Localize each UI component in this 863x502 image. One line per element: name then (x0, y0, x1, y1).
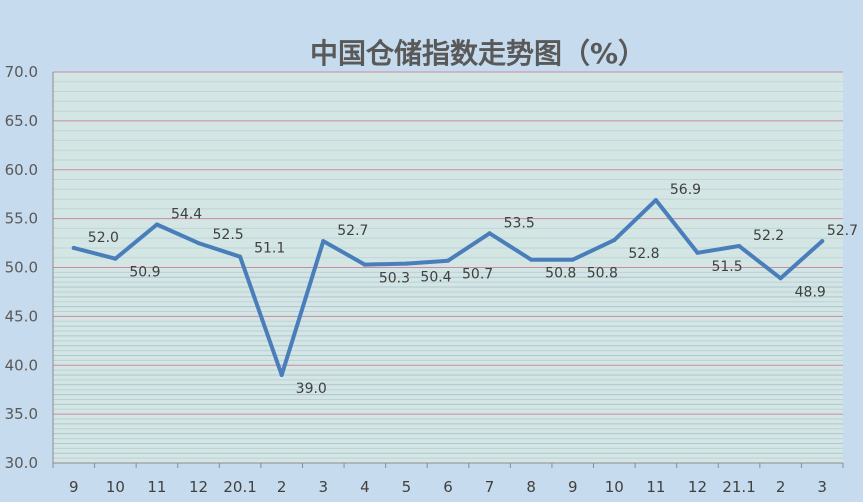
data-point (570, 257, 575, 262)
x-tick-label: 2 (277, 478, 287, 496)
x-tick-label: 2 (776, 478, 786, 496)
y-tick-label: 50.0 (5, 259, 38, 277)
data-label: 51.1 (254, 241, 285, 257)
data-point (238, 254, 243, 259)
series-line (71, 198, 825, 378)
y-axis-ticks: 30.0 35.0 40.0 45.0 50.0 55.0 60.0 65.0 70.0 (5, 63, 38, 472)
y-tick-label: 35.0 (5, 405, 38, 423)
data-point (321, 239, 326, 244)
x-tick-label: 10 (106, 478, 125, 496)
axes (52, 72, 844, 468)
data-point (279, 373, 284, 378)
x-tick-label: 11 (147, 478, 166, 496)
data-label: 50.8 (587, 266, 618, 282)
x-tick-label: 3 (318, 478, 328, 496)
data-label: 52.5 (213, 227, 244, 243)
data-label: 52.7 (827, 223, 858, 239)
x-tick-label: 21.1 (722, 478, 755, 496)
data-label: 50.4 (420, 270, 451, 286)
data-label: 48.9 (795, 284, 826, 300)
y-tick-label: 55.0 (5, 210, 38, 228)
data-point (113, 256, 118, 261)
data-labels: 52.0 50.9 54.4 52.5 51.1 39.0 52.7 50.3 50.4 50.7… (88, 182, 858, 397)
x-tick-label: 7 (485, 478, 495, 496)
x-tick-label: 3 (817, 478, 827, 496)
y-tick-label: 40.0 (5, 356, 38, 374)
data-point (612, 238, 617, 243)
data-point (154, 222, 159, 227)
data-label: 52.0 (88, 230, 119, 246)
x-tick-label: 9 (69, 478, 79, 496)
data-label: 50.9 (129, 265, 160, 281)
y-tick-label: 70.0 (5, 63, 38, 81)
data-label: 56.9 (670, 182, 701, 198)
data-label: 50.7 (462, 267, 493, 283)
major-gridlines (53, 71, 843, 415)
x-tick-label: 6 (443, 478, 453, 496)
chart-title: 中国仓储指数走势图（%） (310, 37, 646, 70)
x-tick-label: 4 (360, 478, 370, 496)
data-label: 52.2 (753, 228, 784, 244)
data-label: 50.3 (379, 271, 410, 287)
y-tick-label: 65.0 (5, 112, 38, 130)
data-point (71, 245, 76, 250)
data-label: 52.8 (628, 246, 659, 262)
y-tick-label: 45.0 (5, 307, 38, 325)
data-point (820, 239, 825, 244)
minor-gridlines (53, 81, 843, 459)
data-point (529, 257, 534, 262)
x-tick-label: 9 (568, 478, 578, 496)
data-point (653, 198, 658, 203)
data-label: 52.7 (337, 223, 368, 239)
y-tick-label: 60.0 (5, 161, 38, 179)
x-axis-ticks: 9 10 11 12 20.1 2 3 4 5 6 7 8 9 10 11 12 21.1 2 3 (69, 478, 827, 496)
data-point (778, 276, 783, 281)
x-tick-label: 10 (605, 478, 624, 496)
data-point (446, 258, 450, 263)
data-label: 54.4 (171, 206, 202, 222)
x-tick-label: 20.1 (223, 478, 256, 496)
x-tick-label: 12 (688, 478, 707, 496)
y-tick-label: 30.0 (5, 454, 38, 472)
x-tick-label: 5 (402, 478, 412, 496)
x-tick-label: 12 (189, 478, 208, 496)
data-point (362, 262, 367, 267)
data-label: 39.0 (296, 381, 327, 397)
data-point (695, 250, 700, 255)
data-label: 50.8 (545, 266, 576, 282)
data-point (404, 261, 409, 266)
x-tick-label: 11 (646, 478, 665, 496)
data-point (196, 241, 201, 246)
x-tick-label: 8 (526, 478, 536, 496)
data-point (487, 231, 492, 236)
data-point (737, 243, 742, 248)
data-label: 51.5 (711, 259, 742, 275)
data-label: 53.5 (504, 215, 535, 231)
